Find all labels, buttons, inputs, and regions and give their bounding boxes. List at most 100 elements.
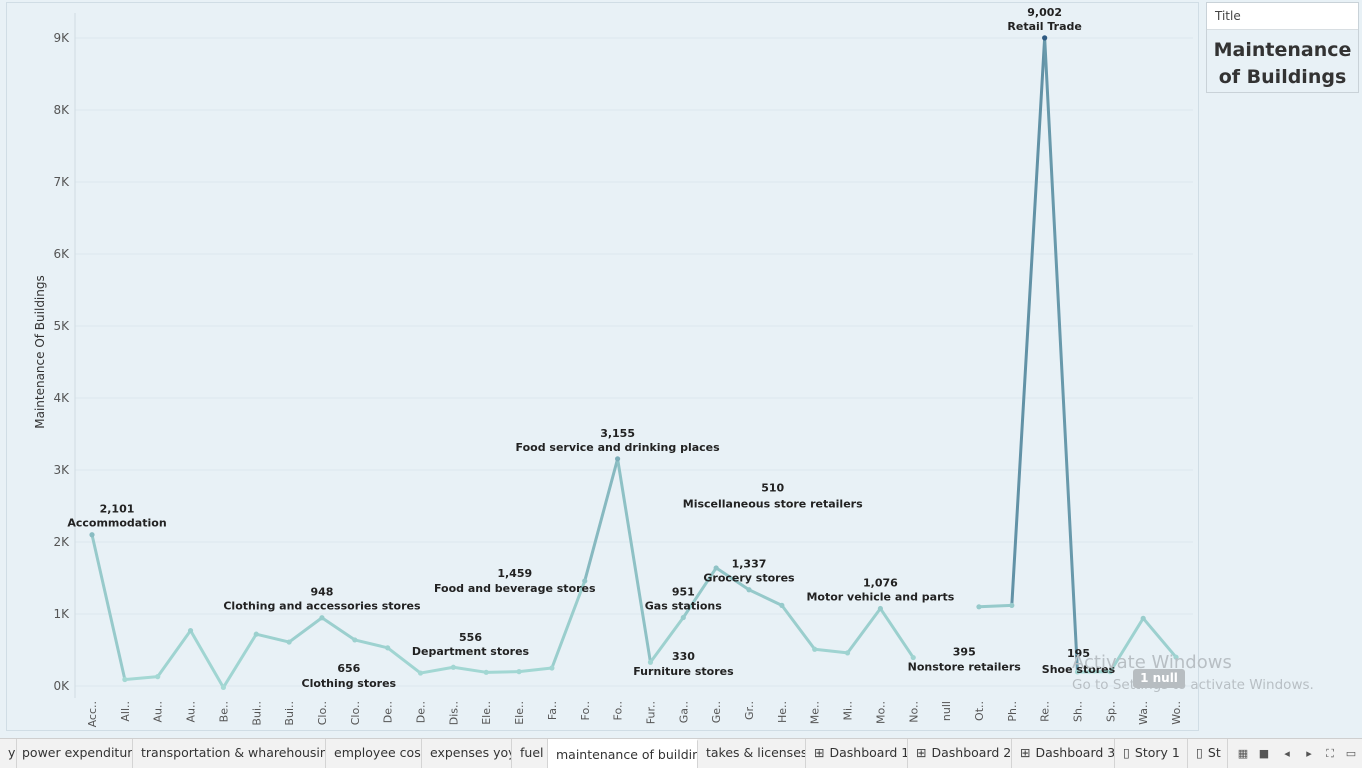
data-point <box>976 604 982 610</box>
sheet-tab-label: Dashboard 3 <box>1035 745 1115 760</box>
sheet-tab-label: expenses yoy <box>430 745 512 760</box>
data-label-name: Food service and drinking places <box>516 441 721 454</box>
sheet-tab-label: St <box>1207 745 1221 760</box>
y-tick-label: 4K <box>53 391 70 405</box>
y-tick-label: 5K <box>53 319 70 333</box>
title-line-1: Maintenance <box>1213 39 1352 61</box>
sheet-tab-label: transportation & wharehousing <box>141 745 326 760</box>
next-sheet-icon[interactable]: ▸ <box>1306 747 1312 760</box>
data-point <box>1173 654 1179 660</box>
line-segment <box>681 566 718 620</box>
line-segment <box>189 629 225 689</box>
data-point <box>385 645 391 651</box>
sheet-tab[interactable]: power expenditure <box>14 739 133 768</box>
show-filmstrip-icon[interactable]: ■ <box>1258 747 1270 760</box>
story-icon: ▯ <box>1196 745 1203 760</box>
line-segment <box>517 666 554 674</box>
data-point <box>713 565 719 571</box>
sheet-tab[interactable]: maintenance of building <box>548 739 698 768</box>
line-segment <box>813 647 850 655</box>
x-tick-label: Acc.. <box>86 701 99 727</box>
data-label-value: 3,155 <box>600 427 635 440</box>
data-point <box>647 659 654 665</box>
x-tick-label: Fur.. <box>644 701 657 724</box>
data-point <box>253 631 259 637</box>
data-point <box>319 615 325 621</box>
x-tick-label: Dis.. <box>447 701 460 725</box>
x-tick-label: Ot.. <box>973 701 986 721</box>
null-indicator-badge[interactable]: 1 null <box>1133 669 1185 688</box>
data-label-name: Clothing stores <box>302 677 397 690</box>
data-label-name: Grocery stores <box>703 572 795 585</box>
x-tick-label: Bui.. <box>250 701 263 726</box>
data-label-name: Miscellaneous store retailers <box>683 497 863 510</box>
previous-sheet-icon[interactable]: ◂ <box>1284 747 1290 760</box>
data-label-value: 1,337 <box>732 558 767 571</box>
sheet-tab[interactable]: fuel <box>512 739 548 768</box>
sheet-tab[interactable]: ⊞ Dashboard 2 <box>908 739 1012 768</box>
y-tick-label: 6K <box>53 247 70 261</box>
sheet-tab[interactable]: ▯ St <box>1188 739 1228 768</box>
x-tick-label: Sh.. <box>1072 701 1085 722</box>
data-label-value: 1,076 <box>863 577 898 590</box>
line-segment <box>254 632 291 644</box>
x-tick-label: All.. <box>119 701 132 722</box>
data-point <box>877 605 884 612</box>
x-tick-label: Au.. <box>185 701 198 723</box>
data-point <box>220 684 226 691</box>
data-label-name: Gas stations <box>645 600 722 613</box>
data-label-value: 1,459 <box>497 567 532 580</box>
x-tick-label: Re.. <box>1039 701 1052 722</box>
line-segment <box>386 646 422 675</box>
sheet-tab[interactable]: ▯ Story 1 <box>1115 739 1188 768</box>
line-segment <box>320 616 357 642</box>
chart-panel: Maintenance Of Buildings 0K 1K 2K 3K 4K 5K 6K 7… <box>6 2 1199 731</box>
data-point <box>1140 615 1146 621</box>
data-point <box>483 669 489 675</box>
line-segment <box>1141 616 1178 659</box>
x-tick-label: No.. <box>907 701 920 723</box>
data-point <box>89 532 95 538</box>
sheet-tab[interactable]: employee cost <box>326 739 422 768</box>
line-segment <box>1043 36 1079 674</box>
sheet-tab[interactable]: takes & licenses <box>698 739 806 768</box>
data-label-value: 656 <box>337 662 360 675</box>
sheet-tab[interactable]: ⊞ Dashboard 1 <box>806 739 908 768</box>
y-tick-label: 8K <box>53 103 70 117</box>
show-sheet-sorter-icon[interactable]: ▦ <box>1237 747 1249 760</box>
line-segment <box>550 579 587 670</box>
title-line-2: of Buildings <box>1218 66 1347 88</box>
data-point <box>352 637 358 643</box>
sheet-tab[interactable]: y <box>0 739 17 768</box>
sheet-tab[interactable]: ⊞ Dashboard 3 <box>1012 739 1115 768</box>
sheet-tab-label: power expenditure <box>22 745 133 760</box>
x-tick-label: Gr.. <box>743 701 756 720</box>
x-tick-label: null <box>940 701 953 721</box>
dashboard-icon: ⊞ <box>814 745 825 760</box>
presentation-mode-icon[interactable]: ▭ <box>1345 747 1357 760</box>
data-point <box>1009 602 1015 608</box>
line-segment <box>780 603 817 651</box>
data-point <box>187 627 194 634</box>
sheet-tab[interactable]: expenses yoy <box>422 739 512 768</box>
sheet-tab-label: Story 1 <box>1134 745 1180 760</box>
fullscreen-icon[interactable]: ⛶ <box>1326 747 1334 760</box>
dashboard-icon: ⊞ <box>1020 745 1031 760</box>
line-segment <box>484 670 521 674</box>
line-chart: 0K 1K 2K 3K 4K 5K 6K 7K 8K 9K Acc.. All.. Au.. Au.. Be… <box>53 6 1193 727</box>
data-point <box>1074 669 1081 675</box>
sheet-tab-label: fuel <box>520 745 544 760</box>
data-point <box>417 670 424 676</box>
sheet-tab[interactable]: transportation & wharehousing <box>133 739 326 768</box>
story-icon: ▯ <box>1123 745 1130 760</box>
x-tick-label: Ele.. <box>480 701 493 725</box>
dashboard-icon: ⊞ <box>916 745 927 760</box>
data-point <box>582 578 588 584</box>
data-point <box>286 639 292 645</box>
x-tick-label: Wa.. <box>1137 701 1150 725</box>
line-segment <box>1010 36 1047 607</box>
x-tick-label: Clo.. <box>316 701 329 725</box>
data-point <box>746 587 752 593</box>
x-tick-label: Sp.. <box>1104 701 1117 722</box>
sheet-tab-label: y <box>8 745 16 760</box>
